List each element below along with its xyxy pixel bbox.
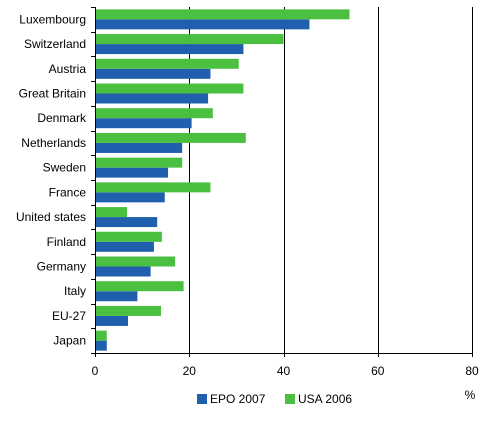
bar-epo: [95, 315, 128, 326]
bar-usa: [95, 330, 107, 341]
bar-epo: [95, 340, 107, 351]
x-tick-label: 80: [465, 364, 479, 378]
bar-usa: [95, 231, 162, 242]
x-tick-label: 60: [371, 364, 385, 378]
legend-label-usa: USA 2006: [298, 392, 352, 406]
bar-epo: [95, 118, 192, 129]
bar-usa: [95, 182, 211, 193]
category-label: Sweden: [43, 161, 86, 175]
axes: [91, 7, 473, 357]
legend-swatch-epo: [197, 394, 207, 404]
category-label: Denmark: [37, 111, 87, 125]
grid-lines: [189, 7, 473, 353]
category-label: Germany: [37, 260, 86, 274]
category-label: Italy: [64, 284, 86, 298]
x-tick-label: 20: [183, 364, 197, 378]
category-label: Great Britain: [19, 87, 86, 101]
bar-epo: [95, 19, 310, 30]
category-label: EU-27: [52, 309, 86, 323]
bar-usa: [95, 207, 128, 218]
bar-epo: [95, 93, 209, 104]
category-label: Japan: [53, 334, 86, 348]
bar-epo: [95, 266, 151, 277]
category-label: Netherlands: [21, 136, 86, 150]
bar-usa: [95, 58, 239, 69]
bar-usa: [95, 157, 183, 168]
x-tick-labels: 0 20 40 60 80: [92, 364, 479, 378]
legend-label-epo: EPO 2007: [210, 392, 266, 406]
category-label: France: [49, 185, 87, 199]
bar-usa: [95, 108, 213, 119]
bar-usa: [95, 34, 284, 45]
bar-usa: [95, 305, 161, 316]
bar-epo: [95, 291, 138, 302]
bars: [95, 9, 350, 351]
bar-epo: [95, 142, 183, 153]
bar-epo: [95, 68, 211, 79]
bar-usa: [95, 256, 176, 267]
category-label: Luxembourg: [19, 12, 86, 26]
legend: EPO 2007 USA 2006: [197, 392, 352, 406]
bar-epo: [95, 192, 165, 203]
bar-usa: [95, 281, 184, 292]
bar-epo: [95, 241, 154, 252]
category-label: United states: [16, 210, 86, 224]
bar-usa: [95, 9, 350, 20]
category-label: Austria: [49, 62, 87, 76]
legend-swatch-usa: [285, 394, 295, 404]
x-tick-label: 0: [92, 364, 99, 378]
bar-epo: [95, 217, 158, 228]
category-label: Finland: [47, 235, 86, 249]
category-labels: Luxembourg Switzerland Austria Great Britai…: [16, 12, 87, 347]
bar-usa: [95, 83, 244, 94]
bar-usa: [95, 132, 246, 143]
x-unit-label: %: [465, 388, 476, 402]
bar-epo: [95, 167, 169, 178]
category-label: Switzerland: [24, 37, 86, 51]
bar-epo: [95, 44, 244, 55]
x-tick-label: 40: [277, 364, 291, 378]
